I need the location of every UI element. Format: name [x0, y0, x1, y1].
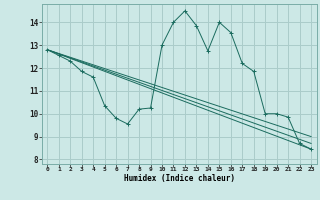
X-axis label: Humidex (Indice chaleur): Humidex (Indice chaleur) — [124, 174, 235, 183]
